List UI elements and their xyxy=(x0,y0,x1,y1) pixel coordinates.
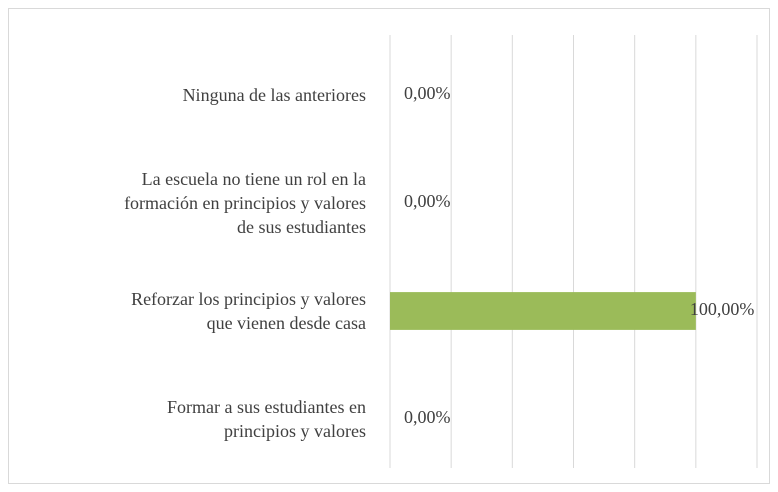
category-label: La escuela no tiene un rol en la formaci… xyxy=(124,169,366,237)
value-label: 100,00% xyxy=(690,299,755,319)
chart-frame xyxy=(8,8,770,484)
value-label: 0,00% xyxy=(404,191,451,211)
category-label: Ninguna de las anteriores xyxy=(182,85,366,105)
category-label: Reforzar los principios y valores que vi… xyxy=(131,289,366,333)
category-label: Formar a sus estudiantes en principios y… xyxy=(167,397,366,441)
value-label: 0,00% xyxy=(404,83,451,103)
bar xyxy=(390,292,696,330)
value-label: 0,00% xyxy=(404,407,451,427)
